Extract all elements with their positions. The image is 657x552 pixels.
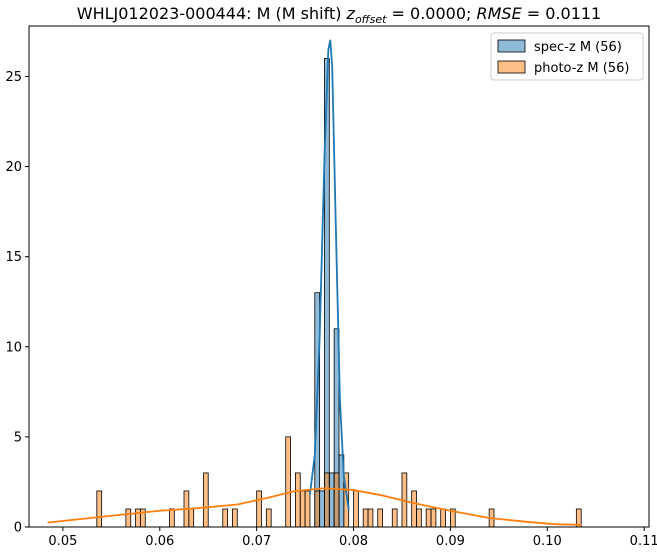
bar-series-1-bin-2 — [135, 508, 141, 528]
legend-box — [490, 32, 644, 81]
bar-series-0-bin-3 — [328, 472, 335, 528]
bar-series-1-bin-21 — [362, 508, 369, 528]
title-prefix: WHLJ012023-000444: M (M shift) — [77, 4, 347, 23]
y-tick-label: 20 — [5, 160, 22, 175]
plot-frame — [28, 25, 650, 528]
bar-series-1-bin-13 — [295, 472, 301, 528]
bar-series-1-bin-28 — [425, 508, 432, 528]
bar-series-1-bin-26 — [411, 490, 417, 528]
bar-series-1-bin-14 — [299, 490, 306, 528]
bar-series-1-bin-15 — [304, 490, 311, 528]
bar-series-1-bin-29 — [430, 508, 437, 528]
bar-series-1-bin-6 — [188, 508, 195, 528]
bar-series-1-bin-30 — [440, 508, 446, 528]
kde-curve-series-0 — [309, 39, 350, 510]
bar-series-1-bin-1 — [125, 508, 132, 528]
x-tick-label: 0.07 — [242, 534, 271, 549]
bar-series-1-bin-24 — [391, 508, 398, 528]
bar-series-1-bin-23 — [377, 508, 383, 528]
bar-series-1-bin-17 — [324, 472, 330, 528]
title-z: z — [346, 4, 356, 23]
bar-series-1-bin-20 — [353, 490, 359, 528]
bar-series-1-bin-8 — [222, 508, 228, 528]
plot-area — [47, 39, 583, 528]
x-tick-label: 0.05 — [48, 534, 77, 549]
x-tick-label: 0.11 — [630, 534, 657, 549]
title-z-value: = 0.0000; — [386, 4, 476, 23]
bar-series-1-bin-22 — [367, 508, 374, 528]
y-tick-label: 25 — [5, 70, 22, 85]
legend: spec-z M (56) photo-z M (56) — [490, 32, 644, 81]
bar-series-1-bin-0 — [96, 490, 103, 528]
bar-series-1-bin-27 — [416, 508, 422, 528]
bar-series-1-bin-12 — [285, 436, 291, 528]
legend-swatch-series-1 — [497, 60, 526, 74]
x-tick-label: 0.09 — [436, 534, 465, 549]
legend-label-series-0: spec-z M (56) — [534, 40, 622, 55]
chart-title: WHLJ012023-000444: M (M shift) zoffset =… — [77, 4, 601, 26]
kde-curve-series-1 — [47, 487, 583, 526]
bar-series-1-bin-16 — [314, 490, 321, 528]
title-rmse-value: = 0.0111 — [522, 4, 602, 23]
y-tick-label: 15 — [5, 250, 22, 265]
bar-series-1-bin-11 — [265, 508, 272, 528]
bar-series-1-bin-7 — [202, 472, 209, 528]
x-tick-label: 0.06 — [145, 534, 174, 549]
legend-swatch-series-0 — [497, 39, 526, 53]
y-tick-label: 5 — [14, 430, 22, 445]
bar-series-1-bin-4 — [169, 508, 175, 528]
axes: 0.05 0.06 0.07 0.08 0.09 0.10 0.11 0 5 10 15 20 25 — [5, 25, 657, 549]
bar-series-1-bin-18 — [333, 472, 340, 528]
title-rmse: RMSE — [476, 4, 522, 23]
x-tick-label: 0.10 — [533, 534, 562, 549]
title-z-subscript: offset — [355, 13, 387, 26]
bar-series-0-bin-1 — [319, 490, 325, 528]
y-tick-label: 0 — [14, 521, 22, 536]
y-tick-label: 10 — [5, 340, 22, 355]
bar-series-1-bin-10 — [256, 490, 262, 528]
bar-series-1-bin-9 — [232, 508, 238, 528]
x-tick-label: 0.08 — [339, 534, 368, 549]
legend-label-series-1: photo-z M (56) — [534, 61, 629, 76]
